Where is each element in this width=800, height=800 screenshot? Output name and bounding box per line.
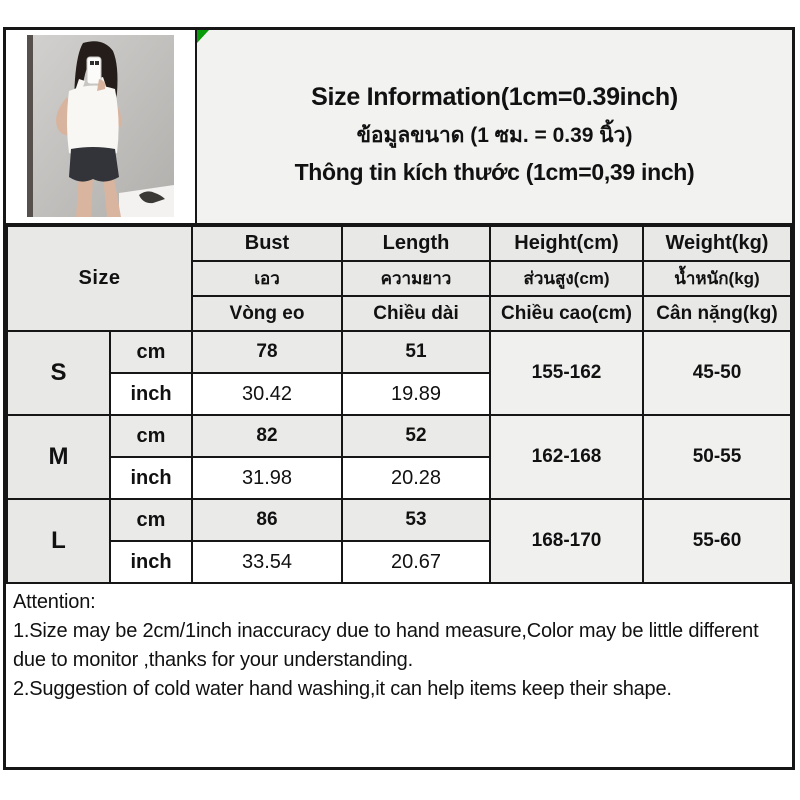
bust-inch-l: 33.54 bbox=[191, 540, 343, 584]
attention-note-2: 2.Suggestion of cold water hand washing,… bbox=[13, 678, 672, 700]
height-range-s: 155-162 bbox=[489, 330, 644, 416]
photo-phone-camera bbox=[95, 61, 99, 65]
length-inch-m: 20.28 bbox=[341, 456, 491, 500]
header-bust-en: Bust bbox=[191, 225, 343, 262]
size-label-m: M bbox=[6, 414, 111, 500]
photo-tank-top bbox=[67, 85, 119, 158]
length-cm-m: 52 bbox=[341, 414, 491, 458]
table-row-s-inch: inch 30.42 19.89 bbox=[7, 372, 791, 416]
photo-shorts bbox=[69, 147, 119, 182]
attention-section: Attention: 1.Size may be 2cm/1inch inacc… bbox=[6, 584, 792, 767]
photo-phone-camera bbox=[90, 61, 94, 65]
unit-cell: cm bbox=[109, 414, 193, 458]
header-row-english: Size Bust Length Height(cm) Weight(kg) bbox=[6, 225, 792, 332]
product-photo bbox=[27, 35, 174, 217]
attention-heading: Attention: bbox=[13, 591, 96, 613]
table-row-s-cm: S cm 78 51 155-162 45-50 bbox=[6, 330, 792, 416]
header-height-vi: Chiều cao(cm) bbox=[489, 295, 644, 332]
attention-note-1: 1.Size may be 2cm/1inch inaccuracy due t… bbox=[13, 620, 759, 671]
size-label-l: L bbox=[6, 498, 111, 584]
photo-cell bbox=[6, 30, 197, 223]
title-english: Size Information(1cm=0.39inch) bbox=[311, 83, 678, 111]
header-length-en: Length bbox=[341, 225, 491, 262]
size-label-s: S bbox=[6, 330, 111, 416]
header-weight-vi: Cân nặng(kg) bbox=[642, 295, 792, 332]
header-length-th: ความยาว bbox=[341, 260, 491, 297]
height-range-m: 162-168 bbox=[489, 414, 644, 500]
length-cm-l: 53 bbox=[341, 498, 491, 542]
bust-cm-m: 82 bbox=[191, 414, 343, 458]
photo-left-edge bbox=[27, 35, 33, 217]
length-cm-s: 51 bbox=[341, 330, 491, 374]
header-bust-th: เอว bbox=[191, 260, 343, 297]
outer-frame: Size Information(1cm=0.39inch) ข้อมูลขนา… bbox=[3, 27, 795, 770]
header-weight-th: น้ำหนัก(kg) bbox=[642, 260, 792, 297]
size-corner-label: Size bbox=[6, 225, 193, 332]
corner-flag-icon bbox=[197, 30, 209, 43]
unit-cell: inch bbox=[109, 540, 193, 584]
height-range-l: 168-170 bbox=[489, 498, 644, 584]
table-row-m-cm: M cm 82 52 162-168 50-55 bbox=[6, 414, 792, 500]
header-row-thai: เอว ความยาว ส่วนสูง(cm) น้ำหนัก(kg) bbox=[7, 260, 792, 297]
length-inch-s: 19.89 bbox=[341, 372, 491, 416]
length-inch-l: 20.67 bbox=[341, 540, 491, 584]
title-thai: ข้อมูลขนาด (1 ซม. = 0.39 นิ้ว) bbox=[356, 124, 633, 147]
bust-inch-m: 31.98 bbox=[191, 456, 343, 500]
title-vietnamese: Thông tin kích thước (1cm=0,39 inch) bbox=[294, 159, 695, 185]
photo-leg bbox=[76, 173, 93, 217]
unit-cell: cm bbox=[109, 330, 193, 374]
weight-range-s: 45-50 bbox=[642, 330, 792, 416]
photo-hand bbox=[97, 79, 106, 91]
header-row-vietnamese: Vòng eo Chiều dài Chiều cao(cm) Cân nặng… bbox=[7, 295, 792, 332]
table-row-m-inch: inch 31.98 20.28 bbox=[7, 456, 791, 500]
table-row-l-cm: L cm 86 53 168-170 55-60 bbox=[6, 498, 792, 584]
unit-cell: cm bbox=[109, 498, 193, 542]
header-length-vi: Chiều dài bbox=[341, 295, 491, 332]
unit-cell: inch bbox=[109, 456, 193, 500]
header-weight-en: Weight(kg) bbox=[642, 225, 792, 262]
weight-range-m: 50-55 bbox=[642, 414, 792, 500]
bust-cm-s: 78 bbox=[191, 330, 343, 374]
bust-inch-s: 30.42 bbox=[191, 372, 343, 416]
header-height-en: Height(cm) bbox=[489, 225, 644, 262]
header-height-th: ส่วนสูง(cm) bbox=[489, 260, 644, 297]
header-bust-vi: Vòng eo bbox=[191, 295, 343, 332]
photo-strap bbox=[75, 79, 85, 93]
bust-cm-l: 86 bbox=[191, 498, 343, 542]
unit-cell: inch bbox=[109, 372, 193, 416]
title-cell: Size Information(1cm=0.39inch) ข้อมูลขนา… bbox=[197, 30, 792, 223]
photo-leg bbox=[103, 173, 121, 217]
table-row-l-inch: inch 33.54 20.67 bbox=[7, 540, 791, 584]
size-table: Size Bust Length Height(cm) Weight(kg) เ… bbox=[6, 225, 792, 584]
header-section: Size Information(1cm=0.39inch) ข้อมูลขนา… bbox=[6, 30, 792, 225]
photo-dark-object bbox=[139, 191, 165, 204]
weight-range-l: 55-60 bbox=[642, 498, 792, 584]
